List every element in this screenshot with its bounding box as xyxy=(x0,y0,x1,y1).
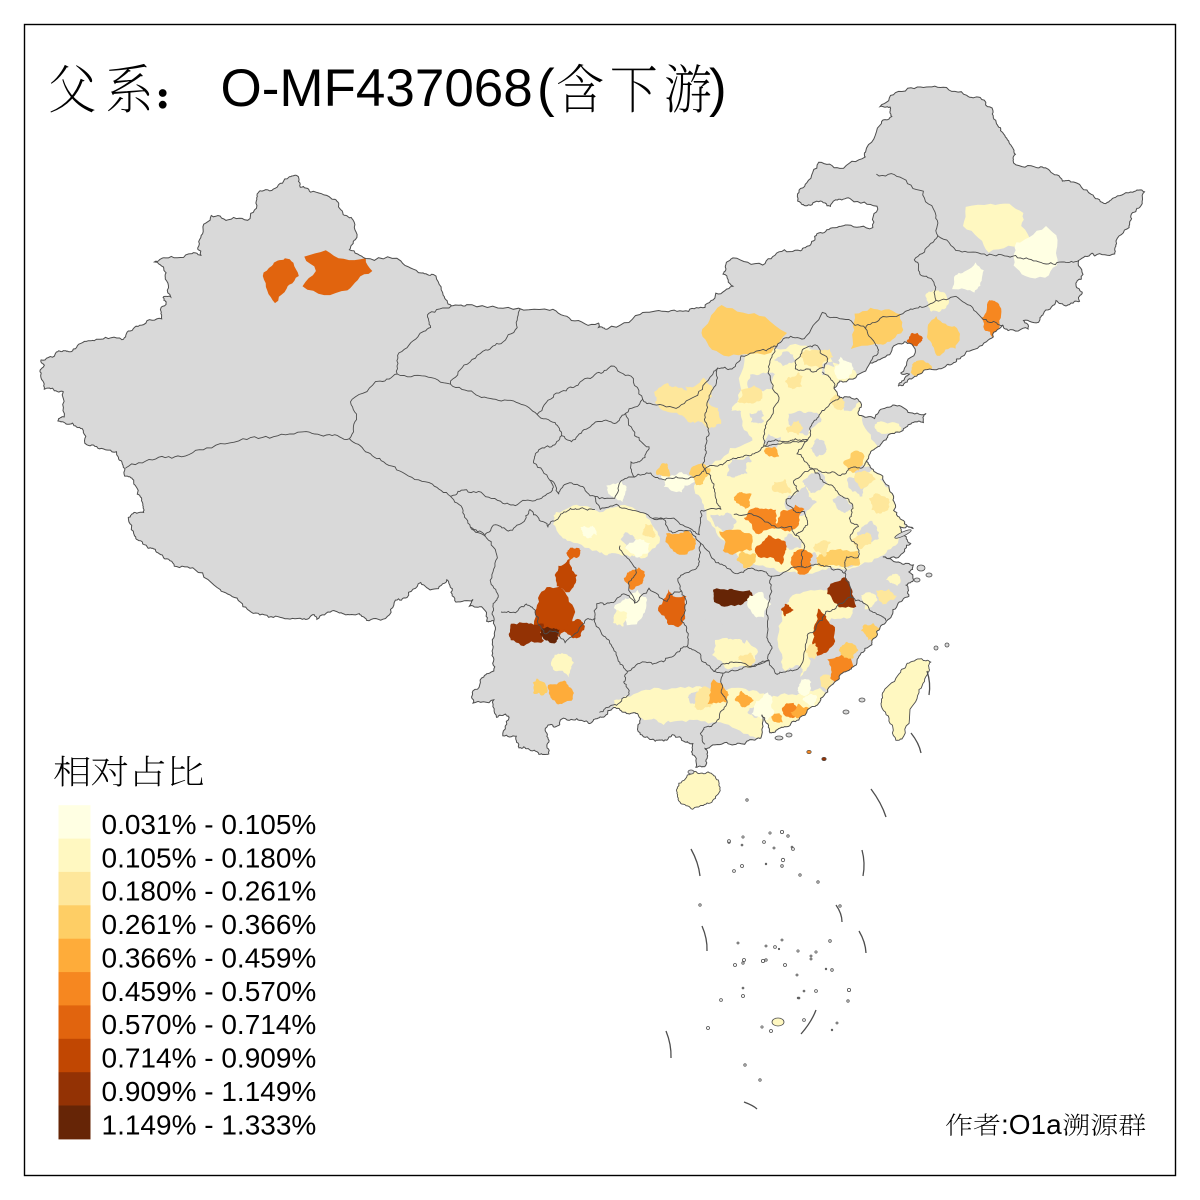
svg-text:): ) xyxy=(709,59,727,118)
svg-text:0.180% - 0.261%: 0.180% - 0.261% xyxy=(102,876,317,907)
svg-text:0.366% - 0.459%: 0.366% - 0.459% xyxy=(102,942,317,973)
svg-text:0.105% - 0.180%: 0.105% - 0.180% xyxy=(102,842,317,873)
svg-text::O1a: :O1a xyxy=(1001,1109,1062,1140)
svg-text:0.570% - 0.714%: 0.570% - 0.714% xyxy=(102,1009,317,1040)
svg-text:0.714% - 0.909%: 0.714% - 0.909% xyxy=(102,1043,317,1074)
svg-text:1.149% - 1.333%: 1.149% - 1.333% xyxy=(102,1109,317,1140)
svg-text:O-MF437068: O-MF437068 xyxy=(221,59,533,118)
svg-text:0.261% - 0.366%: 0.261% - 0.366% xyxy=(102,909,317,940)
svg-text:(: ( xyxy=(537,59,555,118)
svg-text:0.909% - 1.149%: 0.909% - 1.149% xyxy=(102,1076,317,1107)
svg-text:0.031% - 0.105%: 0.031% - 0.105% xyxy=(102,809,317,840)
svg-text:0.459% - 0.570%: 0.459% - 0.570% xyxy=(102,976,317,1007)
